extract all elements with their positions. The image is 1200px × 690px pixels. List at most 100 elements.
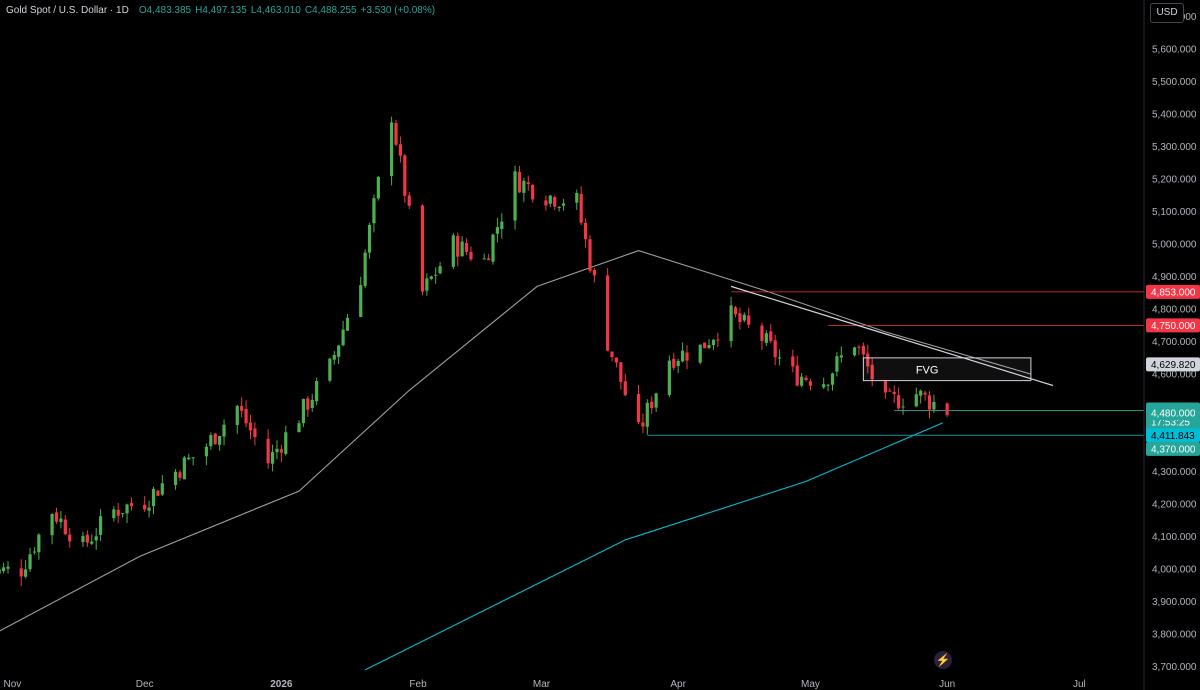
candle bbox=[19, 559, 23, 586]
candle-body bbox=[284, 432, 288, 454]
candle-body bbox=[337, 345, 341, 357]
candle bbox=[777, 349, 782, 366]
candle bbox=[160, 475, 164, 497]
support-tag-4370-bg bbox=[1146, 441, 1200, 456]
candle bbox=[143, 496, 147, 512]
candle bbox=[244, 400, 248, 428]
candle-body bbox=[852, 347, 857, 356]
candle-body bbox=[222, 424, 226, 437]
candle-body bbox=[464, 242, 469, 252]
candle-body bbox=[37, 534, 41, 553]
candle-body bbox=[698, 344, 702, 363]
candle bbox=[645, 399, 649, 435]
candle-body bbox=[270, 451, 275, 464]
candle-body bbox=[795, 365, 799, 386]
candle-body bbox=[98, 516, 103, 535]
currency-button[interactable]: USD bbox=[1150, 3, 1184, 23]
candle-body bbox=[248, 422, 253, 431]
candle bbox=[945, 402, 949, 417]
candle bbox=[839, 346, 843, 363]
candle bbox=[500, 213, 504, 239]
candle bbox=[372, 194, 376, 233]
candle bbox=[707, 339, 711, 350]
candle bbox=[456, 232, 460, 267]
candle-body bbox=[121, 513, 125, 515]
lightning-icon[interactable]: ⚡ bbox=[934, 651, 952, 669]
support-tag-4480-bg bbox=[1146, 406, 1200, 421]
candle bbox=[557, 205, 561, 212]
candle-body bbox=[517, 171, 522, 193]
candle bbox=[460, 236, 464, 257]
candle-body bbox=[363, 252, 367, 286]
candle bbox=[491, 233, 495, 265]
candle bbox=[738, 307, 742, 330]
candle-body bbox=[531, 184, 535, 200]
candle-body bbox=[857, 346, 861, 348]
candle bbox=[575, 189, 579, 210]
moving-averages bbox=[0, 250, 1032, 671]
candle-body bbox=[389, 122, 394, 177]
x-tick-label: 2026 bbox=[270, 679, 293, 690]
candle bbox=[394, 119, 398, 147]
price-axis: 3,700.000 3,800.000 3,900.000 4,000.000 4,10… bbox=[1152, 12, 1197, 673]
chart-header: Gold Spot / U.S. Dollar · 1D O4,483.385 … bbox=[6, 5, 435, 16]
candle bbox=[742, 312, 746, 323]
candle-body bbox=[553, 197, 557, 207]
candle-body bbox=[835, 356, 839, 372]
candle-body bbox=[544, 200, 548, 206]
candle bbox=[37, 533, 41, 560]
fvg-price-tag: 4,629.820 bbox=[1151, 360, 1196, 371]
candle bbox=[279, 444, 283, 463]
candle-body bbox=[328, 358, 332, 381]
moving-average-line bbox=[0, 250, 1032, 632]
candle bbox=[866, 344, 870, 374]
y-tick-label: 4,700.000 bbox=[1152, 337, 1197, 348]
candle bbox=[592, 267, 597, 283]
candle bbox=[270, 444, 275, 472]
candle-body bbox=[469, 251, 473, 260]
candle-body bbox=[460, 241, 464, 257]
candle-body bbox=[588, 239, 592, 271]
y-tick-label: 4,300.000 bbox=[1152, 467, 1197, 478]
y-tick-label: 4,900.000 bbox=[1152, 272, 1197, 283]
candle bbox=[764, 330, 768, 346]
candle-body bbox=[297, 423, 301, 433]
candle bbox=[85, 530, 89, 547]
candle-body bbox=[914, 394, 918, 407]
candle bbox=[54, 507, 59, 524]
candle bbox=[275, 440, 279, 460]
candle bbox=[544, 195, 548, 211]
candle-body bbox=[575, 192, 579, 203]
candle bbox=[522, 177, 526, 203]
candle-body bbox=[901, 406, 905, 408]
candle bbox=[826, 383, 830, 392]
candle bbox=[98, 508, 103, 542]
symbol-title[interactable]: Gold Spot / U.S. Dollar · 1D bbox=[6, 5, 129, 16]
x-tick-label: Jun bbox=[939, 679, 955, 690]
candle bbox=[680, 342, 685, 363]
candle-body bbox=[301, 398, 306, 424]
fvg-price-tag-bg bbox=[1146, 357, 1200, 372]
candle-body bbox=[583, 222, 588, 240]
candle-body bbox=[777, 357, 782, 359]
candle bbox=[345, 313, 350, 332]
candle-body bbox=[244, 409, 248, 424]
candle bbox=[857, 344, 861, 356]
candle-body bbox=[81, 536, 85, 543]
candle bbox=[583, 218, 588, 248]
candle bbox=[822, 377, 826, 390]
candle-body bbox=[623, 381, 627, 396]
change-value: +3.530 (+0.08%) bbox=[360, 5, 436, 16]
candle-body bbox=[892, 391, 896, 395]
candle-body bbox=[667, 360, 671, 396]
candle bbox=[235, 404, 239, 434]
candle bbox=[650, 396, 654, 414]
candle-body bbox=[610, 351, 614, 357]
candle-body bbox=[59, 518, 63, 523]
candle-body bbox=[742, 314, 746, 321]
candle-body bbox=[676, 360, 680, 367]
candle-body bbox=[429, 276, 433, 279]
candle bbox=[760, 322, 764, 350]
candle bbox=[284, 425, 288, 456]
